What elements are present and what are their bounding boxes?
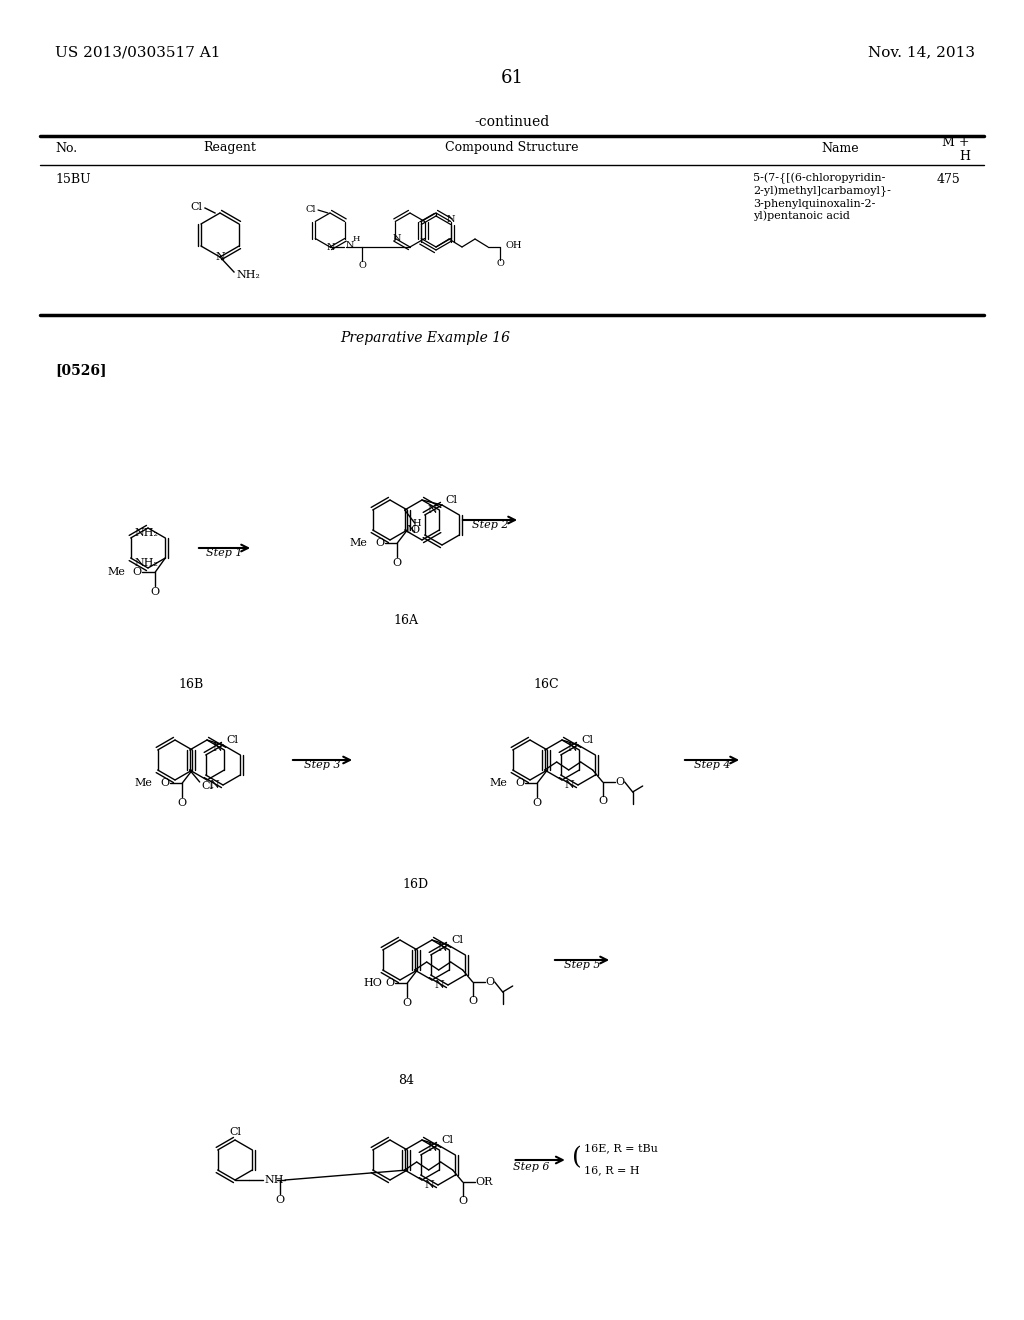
Text: (: ( (571, 1147, 582, 1170)
Text: Cl: Cl (190, 202, 202, 213)
Text: Compound Structure: Compound Structure (445, 141, 579, 154)
Text: HO: HO (364, 978, 382, 987)
Text: N: N (346, 242, 354, 251)
Text: Cl: Cl (202, 781, 214, 791)
Text: O: O (151, 587, 160, 597)
Text: Me: Me (108, 568, 125, 577)
Text: O: O (496, 260, 504, 268)
Text: O: O (515, 777, 524, 788)
Text: Step 4: Step 4 (693, 760, 730, 770)
Text: O: O (532, 799, 542, 808)
Text: N: N (428, 506, 437, 515)
Text: O: O (468, 997, 477, 1006)
Text: O: O (358, 260, 366, 269)
Text: N: N (428, 1143, 437, 1152)
Text: NH₂: NH₂ (236, 271, 260, 280)
Text: Reagent: Reagent (204, 141, 256, 154)
Text: OR: OR (476, 1177, 493, 1187)
Text: Cl: Cl (226, 735, 238, 744)
Text: Name: Name (821, 141, 859, 154)
Text: NH₂: NH₂ (135, 558, 159, 568)
Text: NH: NH (264, 1175, 284, 1185)
Text: N: N (215, 252, 225, 261)
Text: Cl: Cl (305, 205, 316, 214)
Text: N: N (209, 780, 219, 789)
Text: 84: 84 (398, 1073, 414, 1086)
Text: Me: Me (349, 539, 368, 548)
Text: Nov. 14, 2013: Nov. 14, 2013 (868, 45, 975, 59)
Text: [0526]: [0526] (55, 363, 106, 378)
Text: N: N (327, 243, 335, 252)
Text: H: H (413, 519, 421, 528)
Text: 16C: 16C (534, 678, 559, 692)
Text: O: O (411, 525, 419, 535)
Text: N: N (407, 525, 417, 535)
Text: N: N (213, 743, 222, 752)
Text: 16A: 16A (393, 614, 419, 627)
Text: N: N (567, 743, 578, 752)
Text: O: O (178, 799, 187, 808)
Text: O: O (458, 1196, 467, 1206)
Text: Cl: Cl (445, 495, 457, 506)
Text: O: O (393, 558, 401, 568)
Text: O: O (385, 978, 394, 987)
Text: Step 3: Step 3 (304, 760, 340, 770)
Text: OH: OH (506, 240, 522, 249)
Text: 5-(7-{[(6-chloropyridin-
2-yl)methyl]carbamoyl}-
3-phenylquinoxalin-2-
yl)pentan: 5-(7-{[(6-chloropyridin- 2-yl)methyl]car… (753, 173, 891, 222)
Text: O: O (615, 777, 625, 787)
Text: 16, R = H: 16, R = H (584, 1166, 639, 1175)
Text: -continued: -continued (474, 115, 550, 129)
Text: O: O (485, 977, 495, 987)
Text: Me: Me (134, 777, 153, 788)
Text: 475: 475 (936, 173, 961, 186)
Text: N: N (446, 215, 455, 224)
Text: N: N (564, 780, 573, 789)
Text: N: N (424, 1180, 434, 1191)
Text: Step 2: Step 2 (472, 520, 508, 531)
Text: 16B: 16B (178, 678, 204, 692)
Text: O: O (375, 539, 384, 548)
Text: No.: No. (55, 141, 77, 154)
Text: O: O (160, 777, 169, 788)
Text: 16E, R = tBu: 16E, R = tBu (584, 1143, 657, 1152)
Text: N: N (393, 234, 401, 243)
Text: O: O (132, 568, 141, 577)
Text: M +: M + (942, 136, 970, 149)
Text: N: N (434, 979, 443, 990)
Text: Cl: Cl (229, 1127, 241, 1137)
Text: Step 5: Step 5 (564, 960, 600, 970)
Text: Cl: Cl (451, 935, 463, 945)
Text: O: O (275, 1195, 285, 1205)
Text: N: N (437, 942, 447, 953)
Text: NH₂: NH₂ (135, 528, 159, 539)
Text: Step 6: Step 6 (513, 1162, 549, 1172)
Text: Step 1: Step 1 (206, 548, 243, 558)
Text: US 2013/0303517 A1: US 2013/0303517 A1 (55, 45, 220, 59)
Text: 16D: 16D (402, 879, 429, 891)
Text: H: H (353, 235, 360, 243)
Text: Me: Me (489, 777, 507, 788)
Text: Cl: Cl (441, 1135, 453, 1144)
Text: Cl: Cl (581, 735, 593, 744)
Text: H: H (959, 149, 970, 162)
Text: 61: 61 (501, 69, 523, 87)
Text: 15BU: 15BU (55, 173, 91, 186)
Text: O: O (598, 796, 607, 807)
Text: Preparative Example 16: Preparative Example 16 (340, 331, 510, 345)
Text: O: O (402, 998, 412, 1008)
